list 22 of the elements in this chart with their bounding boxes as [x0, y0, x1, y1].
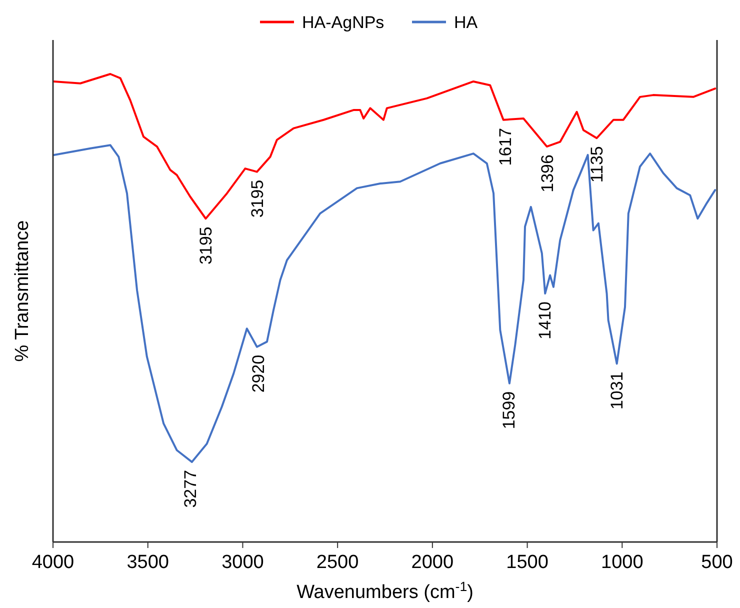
y-axis-title: % Transmittance — [12, 220, 33, 362]
x-tick-label: 1500 — [506, 552, 548, 573]
x-tick-label: 2000 — [411, 552, 454, 573]
annotation: 1617 — [496, 128, 516, 166]
x-tick-label: 1000 — [601, 552, 644, 573]
annotation: 3195 — [196, 226, 216, 264]
annotation: 1031 — [607, 372, 626, 410]
x-tick-label: 4000 — [32, 552, 74, 573]
annotation: 3195 — [248, 180, 267, 218]
x-tick-label: 2500 — [316, 552, 359, 573]
annotation: 1599 — [500, 391, 519, 430]
legend-label: HA-AgNPs — [302, 13, 384, 32]
legend-label: HA — [454, 13, 478, 32]
x-tick-label: 3000 — [222, 552, 264, 573]
x-tick-label: 3500 — [126, 552, 169, 573]
annotation: 1135 — [588, 146, 607, 183]
annotation: 1410 — [535, 301, 554, 340]
annotation: 2920 — [248, 354, 268, 393]
annotation: 1396 — [538, 154, 558, 192]
annotation: 3277 — [181, 470, 200, 508]
x-tick-label: 500 — [701, 552, 733, 573]
x-axis-title: Wavenumbers (cm$^{-1}$) — [296, 578, 474, 603]
